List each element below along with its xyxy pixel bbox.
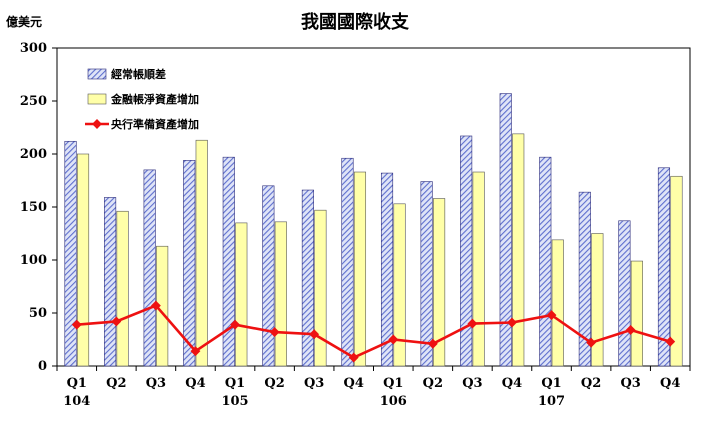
point-reserve-assets [467, 318, 478, 329]
x-tick-label: Q1 [225, 376, 245, 391]
y-unit-label: 億美元 [6, 14, 42, 29]
bar-current-account [104, 197, 117, 367]
bar-financial-account [274, 221, 287, 367]
bar-current-account [262, 185, 275, 367]
legend-label-reserve-assets: 央行準備資產增加 [111, 117, 199, 131]
point-reserve-assets [309, 329, 320, 340]
bar-financial-account [512, 133, 525, 367]
bar-current-account [301, 189, 314, 367]
x-tick-label: Q3 [304, 376, 324, 391]
x-tick-label: Q3 [462, 376, 482, 391]
legend-label-financial-account: 金融帳淨資產增加 [110, 92, 199, 106]
plot-area: 0 50 100 150 200 250 300 Q1 Q2 Q3 Q4 Q1 Q2 Q3 Q4 Q1 Q2 Q3… [20, 41, 691, 409]
bar-financial-account [591, 233, 604, 367]
point-reserve-assets [586, 337, 597, 348]
x-tick-label: Q3 [146, 376, 166, 391]
point-reserve-assets [427, 338, 438, 349]
x-year-label: 105 [221, 394, 248, 409]
bar-current-account [183, 160, 196, 367]
x-tick-label: Q2 [423, 376, 443, 391]
point-reserve-assets [625, 325, 636, 335]
bar-current-account [64, 140, 77, 367]
bar-financial-account [314, 209, 327, 367]
x-tick-label: Q2 [581, 376, 601, 391]
y-tick-label: 300 [20, 41, 47, 56]
point-reserve-assets [190, 346, 201, 357]
point-reserve-assets [388, 334, 399, 345]
bar-current-account [420, 181, 433, 367]
bar-current-account [578, 191, 591, 367]
point-reserve-assets [348, 352, 359, 363]
bar-financial-account [670, 175, 683, 367]
line-reserve-assets [76, 304, 671, 359]
bar-financial-account [195, 139, 208, 367]
point-reserve-assets [230, 319, 240, 330]
x-tick-label: Q4 [344, 376, 364, 391]
bar-financial-account [433, 198, 446, 367]
y-tick-label: 100 [20, 253, 47, 268]
x-tick-label: Q2 [264, 376, 284, 391]
bar-financial-account [472, 171, 485, 367]
bar-current-account [341, 157, 354, 367]
x-tick-label: Q4 [502, 376, 522, 391]
legend-label-current-account: 經常帳順差 [111, 67, 166, 81]
bar-financial-account [235, 222, 248, 367]
legend-marker-reserve-assets [92, 119, 102, 129]
x-tick-label: Q4 [185, 376, 205, 391]
point-reserve-assets [269, 327, 280, 338]
x-tick-label: Q3 [620, 376, 640, 391]
x-tick-label: Q1 [541, 376, 561, 391]
bar-financial-account [630, 260, 643, 367]
point-reserve-assets [150, 300, 161, 311]
bar-current-account [380, 172, 394, 367]
bar-financial-account [76, 153, 90, 367]
y-tick-label: 50 [29, 306, 47, 321]
chart-title: 我國國際收支 [301, 11, 410, 33]
point-reserve-assets [507, 317, 517, 328]
legend-swatch-current-account [87, 68, 107, 80]
bar-financial-account [393, 203, 406, 367]
legend-swatch-financial-account [87, 93, 107, 105]
bar-financial-account [116, 210, 129, 367]
point-reserve-assets [665, 336, 676, 347]
x-year-label: 107 [538, 394, 565, 409]
x-year-label: 106 [380, 394, 407, 409]
y-tick-label: 200 [20, 147, 47, 162]
x-tick-label: Q2 [106, 376, 126, 391]
x-tick-label: Q1 [383, 376, 403, 391]
bar-current-account [222, 156, 235, 367]
bar-current-account [657, 167, 671, 367]
x-tick-label: Q1 [67, 376, 87, 391]
bar-financial-account [353, 171, 367, 367]
bar-financial-account [551, 239, 564, 367]
bar-current-account [539, 156, 552, 367]
x-tick-label: Q4 [660, 376, 680, 391]
y-tick-label: 150 [20, 200, 47, 215]
bar-current-account [143, 169, 156, 367]
bar-current-account [499, 93, 512, 367]
y-tick-label: 250 [20, 94, 47, 109]
bar-current-account [618, 220, 631, 367]
point-reserve-assets [546, 310, 557, 321]
x-year-label: 104 [63, 394, 90, 409]
bar-current-account [460, 135, 473, 367]
y-tick-label: 0 [38, 359, 47, 374]
